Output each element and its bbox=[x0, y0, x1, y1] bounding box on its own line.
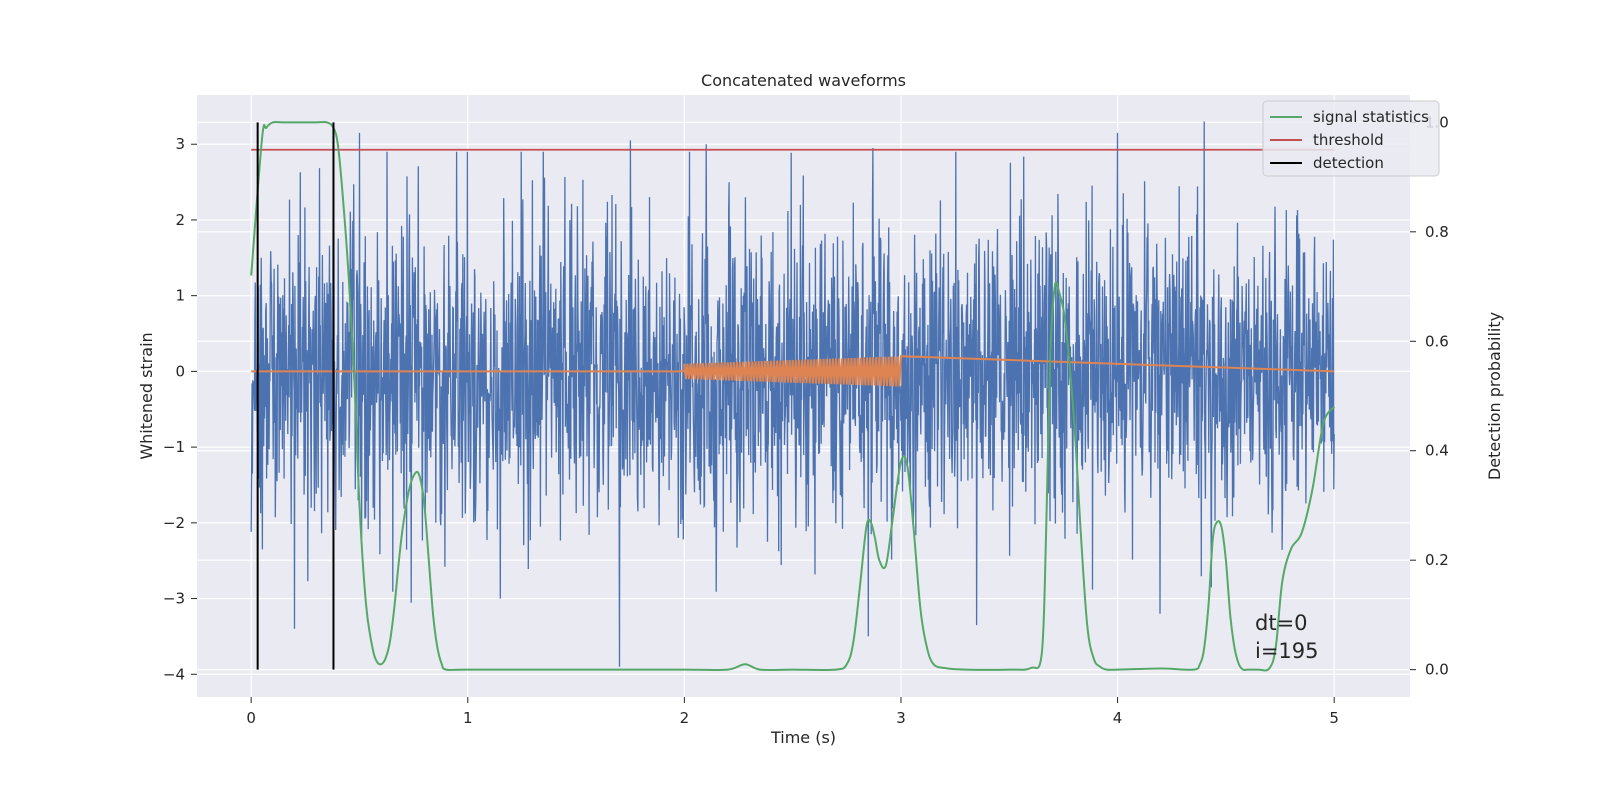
chart-title: Concatenated waveforms bbox=[701, 71, 906, 90]
series-layer bbox=[250, 121, 1336, 672]
y-tick-label: −1 bbox=[163, 438, 185, 456]
legend-label: signal statistics bbox=[1313, 108, 1429, 126]
y-tick-label: 3 bbox=[175, 135, 185, 153]
y-tick-label: −3 bbox=[163, 590, 185, 608]
x-tick-label: 4 bbox=[1113, 709, 1123, 727]
y-tick-label: −4 bbox=[163, 665, 185, 683]
annotations: dt=0 i=195 bbox=[1255, 611, 1319, 663]
annotation-text: i=195 bbox=[1255, 639, 1319, 663]
y-tick-label: 2 bbox=[175, 211, 185, 229]
legend: signal statistics threshold detection bbox=[1262, 100, 1440, 177]
y-axis-label: Whitened strain bbox=[137, 332, 156, 459]
y-tick-label: 0 bbox=[175, 362, 185, 380]
x-tick-label: 2 bbox=[680, 709, 690, 727]
y2-tick-label: 0.6 bbox=[1425, 332, 1449, 350]
y-tick-label: 1 bbox=[175, 287, 185, 305]
y2-tick-label: 0.8 bbox=[1425, 223, 1449, 241]
y-tick-label: −2 bbox=[163, 514, 185, 532]
legend-label: threshold bbox=[1313, 131, 1384, 149]
y2-axis-label: Detection probability bbox=[1485, 312, 1504, 480]
x-tick-label: 3 bbox=[896, 709, 906, 727]
x-tick-label: 0 bbox=[246, 709, 256, 727]
noise-series-line bbox=[250, 121, 1335, 667]
annotation-text: dt=0 bbox=[1255, 611, 1308, 635]
x-tick-label: 1 bbox=[463, 709, 473, 727]
legend-label: detection bbox=[1313, 154, 1384, 172]
y2-tick-label: 0.4 bbox=[1425, 442, 1449, 460]
legend-box bbox=[1262, 100, 1440, 177]
y2-tick-label: 0.2 bbox=[1425, 551, 1449, 569]
signal-statistics-line bbox=[250, 121, 1336, 672]
x-tick-label: 5 bbox=[1329, 709, 1339, 727]
x-axis-label: Time (s) bbox=[770, 728, 836, 747]
injection-series-line bbox=[251, 355, 1335, 387]
y2-tick-label: 0.0 bbox=[1425, 661, 1449, 679]
